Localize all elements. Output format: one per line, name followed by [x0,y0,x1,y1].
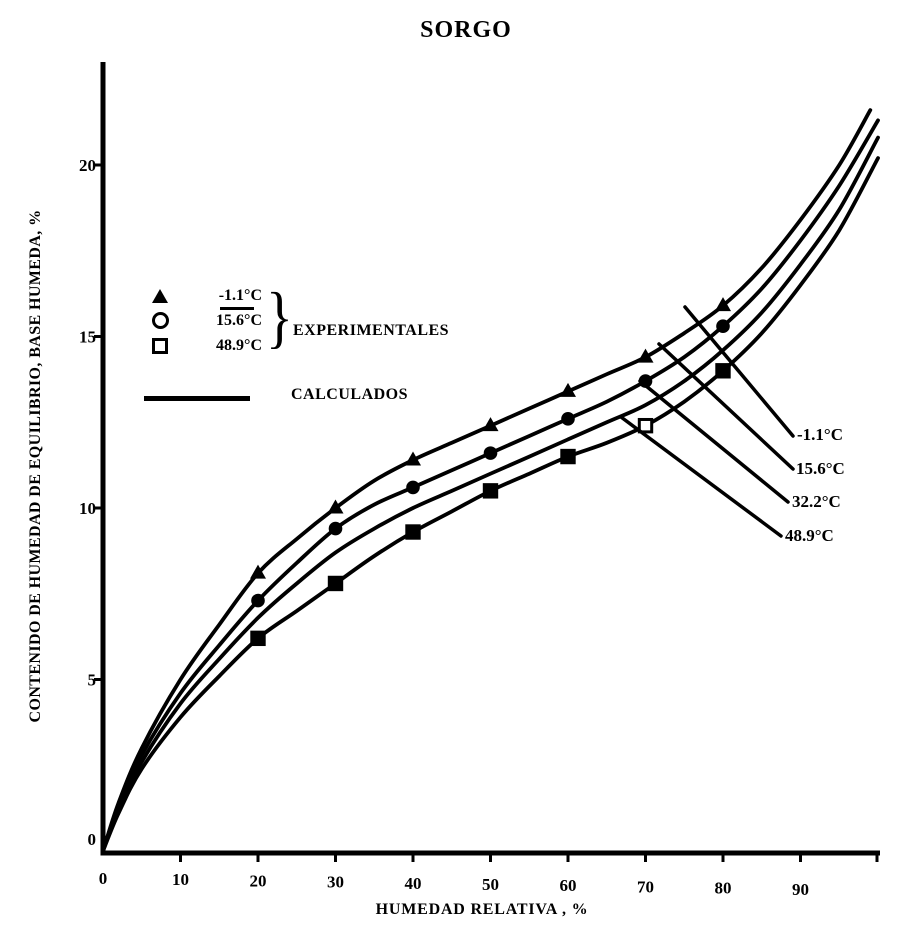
square-marker [715,363,731,379]
x-tick-label: 60 [560,876,577,895]
calculated-line-sample [144,396,250,401]
square-marker [560,448,576,465]
square-marker [405,524,421,540]
curve-label-leader-1 [657,342,795,471]
x-tick-label: 20 [250,871,267,890]
square-marker [250,630,266,647]
circle-marker [251,593,265,608]
legend-row: 15.6°C [152,308,262,333]
circle-marker [328,521,343,536]
axes [100,62,880,856]
legend-row: 48.9°C [152,333,262,358]
circle-marker [561,412,575,426]
curve-label-48-9: 48.9°C [785,526,834,545]
circle-marker [483,446,498,460]
curve-label-leader-0 [683,305,795,438]
x-tick-label: 80 [715,879,732,898]
square-marker [637,417,654,434]
circle-marker [406,480,420,495]
curve-label-minus1-1: -1.1°C [797,425,843,444]
x-tick-label: 30 [327,873,344,892]
triangle-marker [637,348,654,363]
x-tick-label: 0 [99,869,108,888]
curve-label-leader-3 [619,415,783,538]
circle-marker [716,319,730,334]
curve-label-leader-2 [638,379,790,504]
x-tick-label: 90 [792,880,809,899]
square-marker [482,483,499,499]
y-tick-label: 20 [79,156,96,175]
legend-brace: } [266,279,293,356]
triangle-marker [482,417,499,432]
x-tick-label: 40 [405,874,422,893]
legend-temp-label: 48.9°C [216,336,262,354]
y-tick-label: 15 [79,328,96,347]
curve-15.6°C [101,118,880,853]
triangle-marker [250,564,266,579]
x-tick-label: 50 [482,875,499,894]
x-tick-label: 70 [637,877,654,896]
curve-48.9°C [101,156,880,853]
square-marker [327,575,344,592]
legend-row: -1.1°C [152,283,262,308]
y-tick-label: 10 [79,499,96,518]
legend-divider-bar [220,307,254,310]
x-tick-label: 10 [172,870,189,889]
triangle-marker [560,382,576,397]
curve-32.2°C [101,135,880,853]
legend: -1.1°C 15.6°C 48.9°C [152,283,262,358]
legend-temp-label: -1.1°C [218,286,262,304]
x-axis-label: HUMEDAD RELATIVA , % [375,901,589,918]
square-icon [152,337,168,354]
triangle-marker [405,451,421,466]
legend-temp-label: 15.6°C [216,311,262,329]
circle-icon [152,312,169,329]
triangle-marker [715,297,731,312]
y-tick-label: 5 [88,671,97,690]
curve-label-32-2: 32.2°C [792,492,841,511]
triangle-marker [327,499,344,514]
curve--1.1°C [101,108,873,853]
y-tick-label: 0 [88,830,97,849]
curve-label-15-6: 15.6°C [796,459,845,478]
experimental-legend-label: EXPERIMENTALES [293,322,450,339]
chart-title: SORGO [420,17,512,43]
triangle-icon [152,288,168,303]
calculated-legend-label: CALCULADOS [291,386,409,403]
